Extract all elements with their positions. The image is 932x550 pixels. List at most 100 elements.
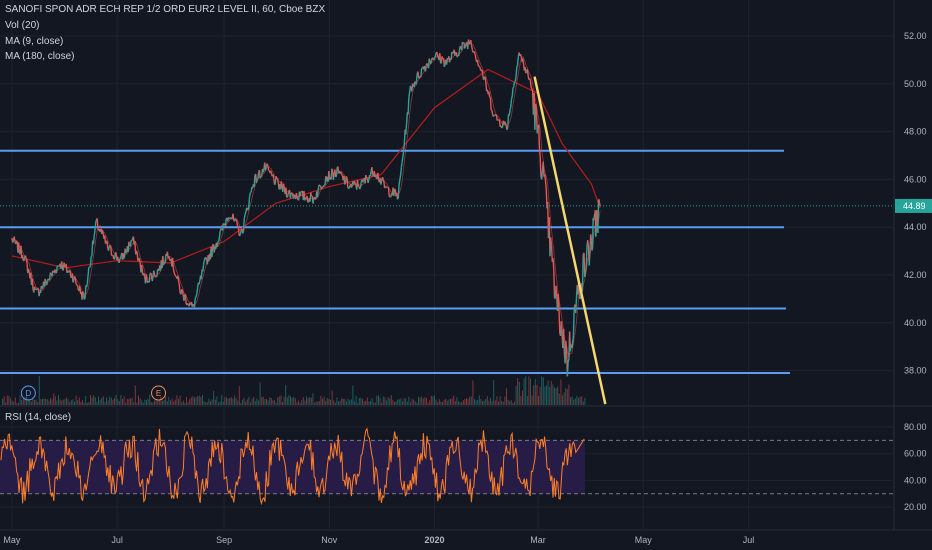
price-segment: [529, 80, 532, 88]
price-segment: [553, 270, 556, 298]
price-segment: [544, 174, 547, 181]
volume-bar: [456, 397, 458, 405]
event-circle: [20, 385, 36, 401]
price-segment: [476, 59, 479, 67]
price-segment: [407, 96, 410, 115]
price-segment: [268, 169, 270, 172]
y-tick-label: 40.00: [904, 318, 927, 328]
price-segment: [54, 269, 57, 273]
price-segment: [490, 108, 493, 111]
price-series: [11, 39, 601, 377]
price-segment: [110, 246, 113, 256]
volume-bar: [290, 396, 291, 405]
volume-bar: [459, 402, 461, 405]
price-segment: [598, 199, 601, 204]
volume-bar: [269, 397, 271, 405]
volume-bar: [360, 397, 362, 405]
price-segment: [25, 259, 28, 263]
volume-bar: [446, 400, 448, 405]
price-segment: [272, 174, 275, 179]
volume-bar: [397, 399, 399, 405]
price-segment: [266, 163, 269, 166]
price-segment: [335, 175, 337, 178]
volume-bar: [5, 402, 7, 405]
price-segment: [381, 176, 384, 180]
volume-bar: [517, 378, 519, 405]
volume-bar: [448, 399, 450, 405]
volume-bar: [366, 397, 368, 405]
price-segment: [387, 187, 390, 197]
volume-bar: [363, 401, 365, 405]
support-lines[interactable]: [0, 149, 790, 374]
price-segment: [401, 157, 404, 163]
price-segment: [394, 188, 396, 191]
volume-bar: [483, 400, 485, 405]
volume-bar: [21, 400, 23, 405]
price-segment: [431, 57, 434, 60]
price-segment: [138, 258, 141, 264]
study-ma-fast[interactable]: MA (9, close): [5, 36, 64, 47]
price-segment: [552, 258, 555, 271]
volume-bar: [29, 399, 31, 405]
price-segment: [154, 275, 157, 278]
rsi-title[interactable]: RSI (14, close): [5, 412, 72, 423]
x-tick-label: Jul: [743, 535, 755, 545]
volume-bar: [466, 398, 467, 405]
volume-bar: [75, 395, 77, 405]
price-segment: [412, 83, 414, 85]
price-segment: [538, 146, 541, 157]
x-tick-label: 2020: [425, 535, 445, 545]
study-ma-slow[interactable]: MA (180, close): [5, 51, 75, 62]
volume-bar: [34, 399, 35, 405]
x-tick-label: Nov: [321, 535, 338, 545]
volume-bar: [571, 396, 573, 405]
price-segment: [377, 172, 380, 182]
volume-bar: [555, 388, 557, 405]
volume-bar: [270, 398, 272, 405]
volume-bar: [27, 398, 29, 405]
volume-bar: [507, 399, 509, 405]
price-segment: [95, 219, 98, 223]
volume-bar: [344, 399, 346, 405]
price-segment: [417, 71, 420, 78]
price-segment: [474, 54, 477, 60]
volume-bar: [352, 385, 354, 405]
price-segment: [593, 214, 596, 217]
volume-bar: [502, 401, 504, 405]
volume-bar: [346, 401, 347, 405]
volume-bar: [547, 380, 549, 405]
trend-line[interactable]: [533, 76, 607, 405]
volume-bar: [165, 396, 167, 405]
price-segment: [405, 112, 409, 124]
study-vol[interactable]: Vol (20): [5, 20, 40, 31]
volume-bar: [315, 401, 317, 405]
volume-bar: [77, 400, 79, 405]
price-segment: [479, 66, 482, 70]
price-axis[interactable]: 52.00 50.00 48.00 46.00 44.00 42.00 40.00 38.00: [904, 31, 927, 376]
volume-bar: [510, 400, 512, 405]
price-segment: [61, 261, 64, 269]
y-tick-label: 52.00: [904, 31, 927, 41]
price-segment: [104, 235, 107, 244]
x-tick-label: Sep: [216, 535, 232, 545]
volume-bar: [37, 402, 39, 405]
time-axis[interactable]: May Jul Sep Nov 2020 Mar May Jul: [3, 535, 754, 545]
volume-bar: [141, 400, 143, 405]
volume-bar: [267, 400, 269, 405]
volume-bar: [245, 401, 247, 405]
price-segment: [183, 294, 186, 301]
price-segment: [296, 197, 299, 200]
price-segment: [135, 250, 138, 253]
volume-bar: [259, 382, 261, 405]
volume-bar: [253, 396, 255, 405]
volume-bar: [266, 398, 267, 405]
volume-bar: [262, 396, 264, 405]
volume-bar: [272, 400, 274, 405]
price-segment: [538, 124, 541, 148]
volume-bar: [22, 398, 24, 405]
chart-title[interactable]: SANOFI SPON ADR ECH REP 1/2 ORD EUR2 LEV…: [5, 4, 326, 15]
volume-bar: [557, 386, 559, 405]
rsi-axis[interactable]: 80.00 60.00 40.00 20.00: [904, 422, 927, 512]
volume-bar: [472, 380, 474, 405]
